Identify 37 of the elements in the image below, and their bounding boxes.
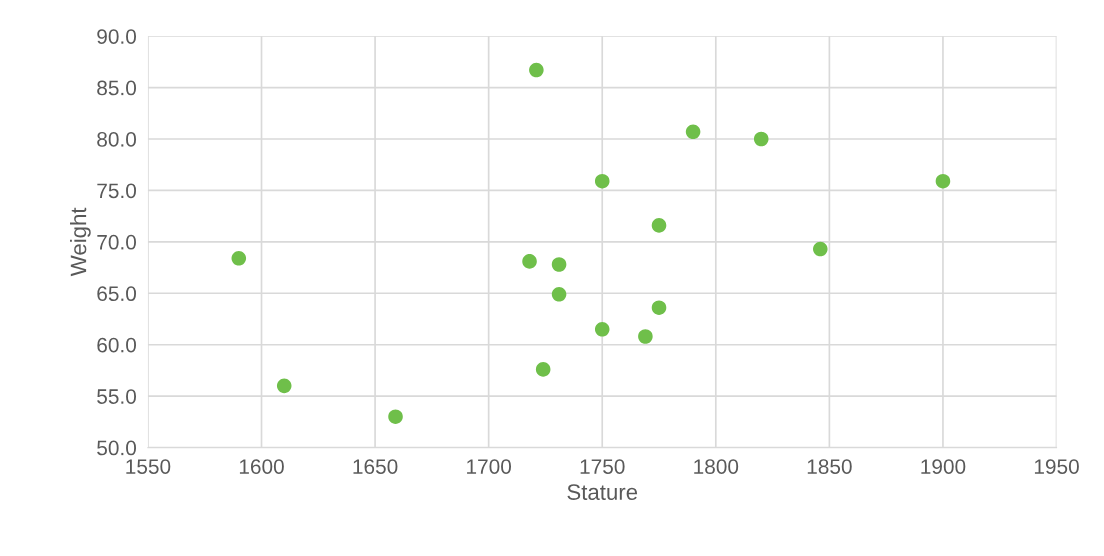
point [753, 131, 769, 147]
y-tick-label: 70.0 [97, 234, 137, 250]
y-tick-label: 85.0 [97, 80, 137, 96]
y-tick-label: 60.0 [97, 337, 137, 353]
point [594, 322, 610, 337]
y-axis-title: Weight [70, 207, 91, 277]
y-tick-label: 75.0 [97, 183, 137, 199]
point [935, 173, 951, 189]
point [651, 218, 667, 233]
y-tick-label: 65.0 [97, 286, 137, 302]
y-tick-label: 80.0 [97, 132, 137, 147]
point [551, 257, 567, 272]
x-tick-label: 1800 [694, 459, 739, 474]
point [551, 287, 567, 302]
x-tick-label: 1850 [807, 459, 852, 474]
point [388, 409, 403, 425]
x-tick-label: 1650 [353, 459, 398, 474]
y-tick-label: 50.0 [97, 440, 137, 456]
point [529, 62, 544, 78]
x-axis-title: Stature [567, 484, 638, 500]
point [231, 251, 247, 266]
point [535, 362, 551, 377]
point [594, 173, 610, 189]
y-tick-label: 55.0 [97, 389, 137, 404]
point [651, 300, 667, 315]
point [522, 254, 537, 269]
point [685, 124, 701, 140]
point [276, 378, 292, 394]
y-tick-label: 90.0 [97, 29, 137, 44]
x-tick-label: 1550 [126, 459, 171, 474]
x-tick-label: 1700 [467, 459, 512, 474]
x-tick-label: 1750 [580, 459, 625, 474]
point [813, 241, 828, 257]
x-tick-label: 1950 [1034, 459, 1079, 474]
x-tick-label: 1600 [239, 459, 284, 474]
point [638, 329, 653, 344]
x-tick-label: 1900 [921, 459, 966, 474]
